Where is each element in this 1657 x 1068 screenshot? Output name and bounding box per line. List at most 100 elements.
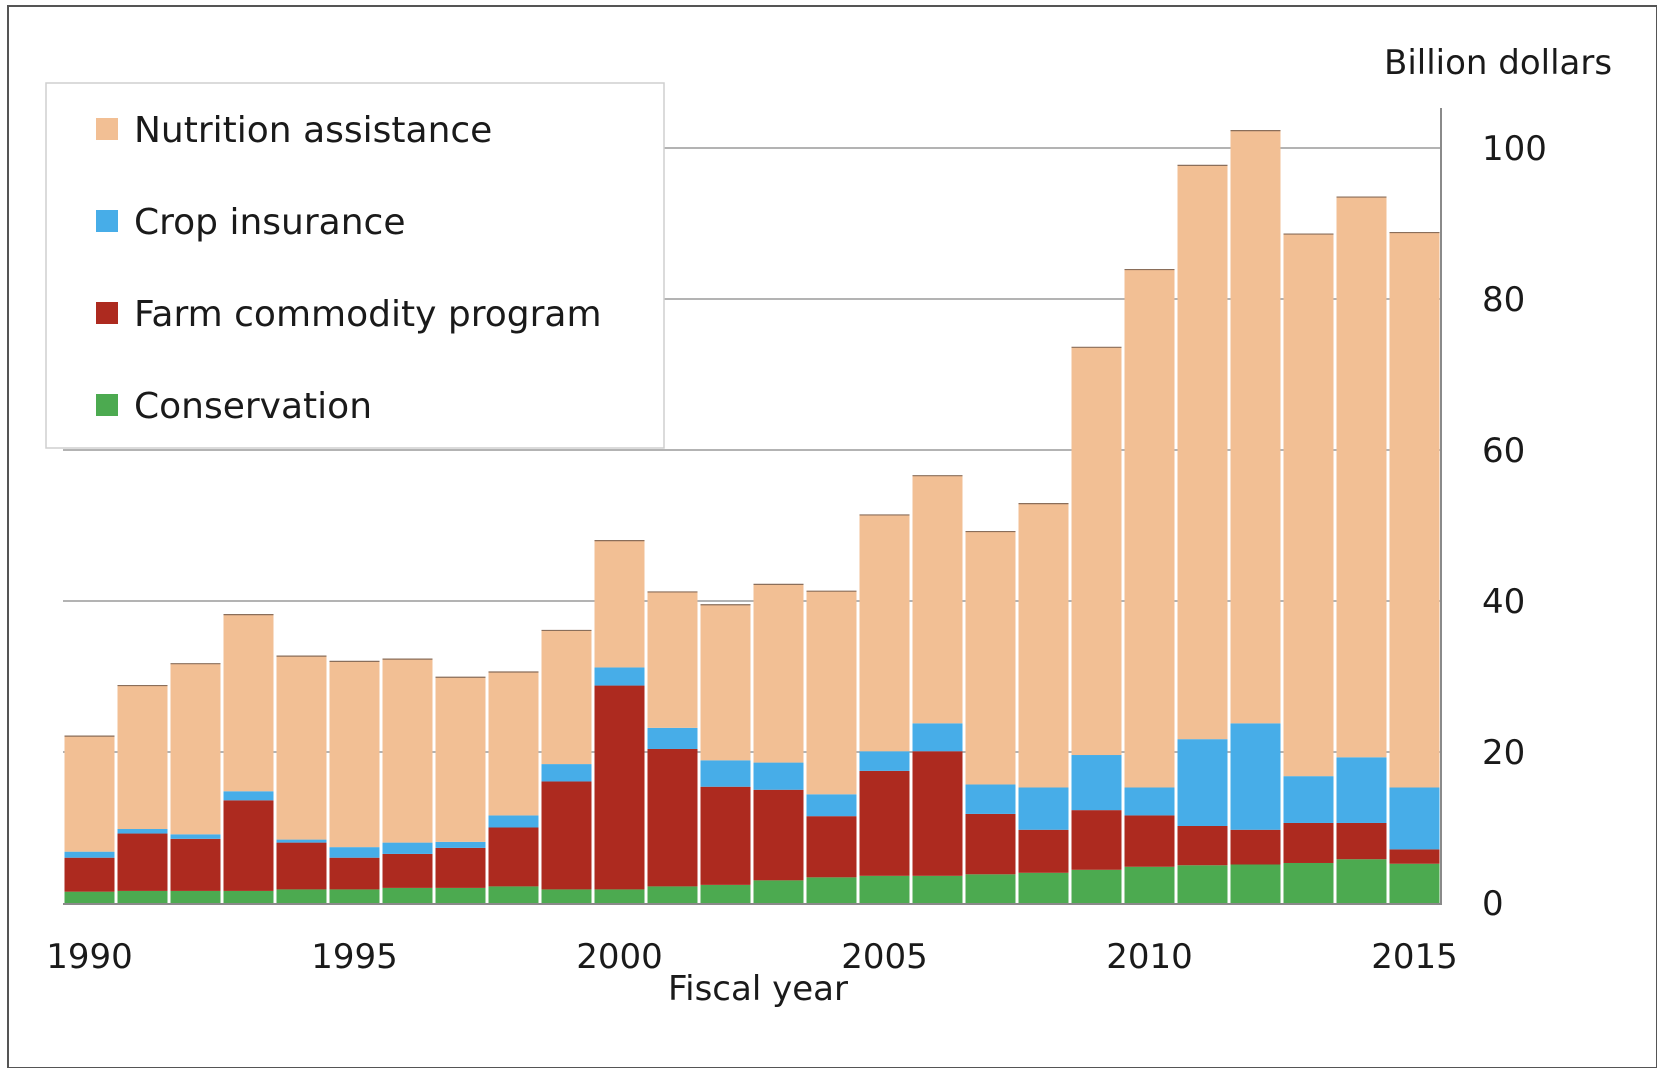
y-tick-label: 60 [1482, 431, 1525, 471]
bar-segment-nutrition-assistance [753, 584, 804, 763]
bar-segment-farm-commodity-program [700, 786, 751, 885]
bar-segment-farm-commodity-program [1124, 815, 1175, 867]
legend-swatch [96, 302, 118, 324]
bar-segment-nutrition-assistance [329, 661, 380, 848]
y-tick-label: 100 [1482, 129, 1547, 169]
legend-swatch [96, 118, 118, 140]
bar-segment-farm-commodity-program [223, 800, 274, 891]
bar-segment-farm-commodity-program [64, 857, 115, 892]
bar-segment-nutrition-assistance [1336, 197, 1387, 758]
x-tick-label: 2010 [1106, 937, 1193, 977]
bar-segment-nutrition-assistance [594, 540, 645, 668]
bar-segment-nutrition-assistance [1283, 234, 1334, 777]
bar-segment-farm-commodity-program [117, 833, 168, 891]
bar-segment-farm-commodity-program [806, 816, 857, 878]
x-tick-label: 2005 [841, 937, 928, 977]
bar-segment-crop-insurance [382, 842, 433, 854]
bar-segment-crop-insurance [541, 764, 592, 782]
legend: Nutrition assistance Crop insurance Farm c… [45, 82, 665, 449]
bar-segment-nutrition-assistance [435, 677, 486, 842]
bar-segment-crop-insurance [859, 751, 910, 771]
legend-label: Farm commodity program [134, 294, 602, 335]
y-tick-label: 20 [1482, 733, 1525, 773]
bar-segment-crop-insurance [329, 847, 380, 858]
bar-segment-nutrition-assistance [859, 514, 910, 752]
bar-segment-nutrition-assistance [276, 656, 327, 840]
bar-segment-crop-insurance [700, 760, 751, 787]
bar-segment-nutrition-assistance [700, 604, 751, 761]
bar-segment-farm-commodity-program [594, 685, 645, 890]
bar-segment-farm-commodity-program [382, 853, 433, 888]
bar-segment-farm-commodity-program [1336, 822, 1387, 860]
bar-segment-conservation [64, 891, 115, 903]
x-tick-label: 2015 [1371, 937, 1458, 977]
bar-segment-conservation [170, 890, 221, 903]
bar-segment-farm-commodity-program [1389, 849, 1440, 864]
bar-segment-crop-insurance [223, 791, 274, 801]
bar-segment-farm-commodity-program [435, 847, 486, 888]
bar-segment-nutrition-assistance [806, 591, 857, 795]
bar-segment-crop-insurance [64, 851, 115, 858]
bar-segment-nutrition-assistance [1230, 130, 1281, 724]
bar-segment-conservation [1018, 872, 1069, 903]
y-tick-label: 80 [1482, 280, 1525, 320]
bar-segment-crop-insurance [594, 667, 645, 686]
bar-segment-nutrition-assistance [1071, 347, 1122, 756]
bar-segment-nutrition-assistance [1389, 232, 1440, 788]
bar-segment-crop-insurance [435, 841, 486, 848]
bar-segment-conservation [223, 890, 274, 903]
bar-segment-crop-insurance [647, 727, 698, 749]
bar-segment-farm-commodity-program [753, 789, 804, 881]
bar-segment-conservation [1283, 862, 1334, 903]
legend-swatch [96, 210, 118, 232]
bar-segment-nutrition-assistance [965, 531, 1016, 785]
bar-segment-crop-insurance [1071, 755, 1122, 811]
bar-segment-farm-commodity-program [170, 838, 221, 891]
bar-segment-nutrition-assistance [541, 630, 592, 765]
x-axis-title: Fiscal year [668, 969, 848, 1009]
legend-label: Nutrition assistance [134, 110, 492, 151]
bar-segment-conservation [117, 890, 168, 903]
bar-segment-farm-commodity-program [276, 842, 327, 890]
bar-segment-crop-insurance [965, 784, 1016, 814]
bar-segment-conservation [541, 889, 592, 903]
bar-segment-crop-insurance [276, 839, 327, 843]
bar-segment-farm-commodity-program [541, 781, 592, 890]
bar-segment-conservation [329, 889, 380, 903]
bar-segment-nutrition-assistance [488, 671, 539, 816]
bar-segment-farm-commodity-program [912, 751, 963, 876]
legend-box [45, 82, 665, 449]
bars-group [64, 130, 1440, 903]
bar-segment-conservation [1177, 865, 1228, 903]
x-tick-label: 1990 [46, 937, 133, 977]
bar-segment-crop-insurance [806, 794, 857, 817]
bar-segment-crop-insurance [912, 723, 963, 752]
x-tick-label: 2000 [576, 937, 663, 977]
bar-segment-conservation [647, 886, 698, 903]
bar-segment-crop-insurance [1283, 776, 1334, 823]
bar-segment-farm-commodity-program [488, 827, 539, 887]
bar-segment-conservation [1336, 859, 1387, 903]
bar-segment-conservation [435, 887, 486, 903]
bar-segment-farm-commodity-program [329, 857, 380, 890]
y-tick-label: 40 [1482, 582, 1525, 622]
bar-segment-crop-insurance [1124, 787, 1175, 816]
bar-segment-conservation [965, 874, 1016, 903]
bar-segment-crop-insurance [117, 829, 168, 834]
bar-segment-crop-insurance [753, 762, 804, 790]
bar-segment-farm-commodity-program [1177, 825, 1228, 866]
bar-segment-farm-commodity-program [1230, 829, 1281, 865]
x-tick-label: 1995 [311, 937, 398, 977]
bar-segment-farm-commodity-program [647, 748, 698, 887]
bar-segment-conservation [488, 886, 539, 903]
bar-segment-nutrition-assistance [117, 685, 168, 830]
bar-segment-nutrition-assistance [912, 475, 963, 724]
legend-swatch [96, 394, 118, 416]
bar-segment-conservation [1071, 869, 1122, 903]
bar-segment-crop-insurance [488, 815, 539, 828]
bar-segment-farm-commodity-program [1283, 822, 1334, 863]
legend-label: Conservation [134, 386, 372, 427]
y-tick-label: 0 [1482, 884, 1504, 924]
